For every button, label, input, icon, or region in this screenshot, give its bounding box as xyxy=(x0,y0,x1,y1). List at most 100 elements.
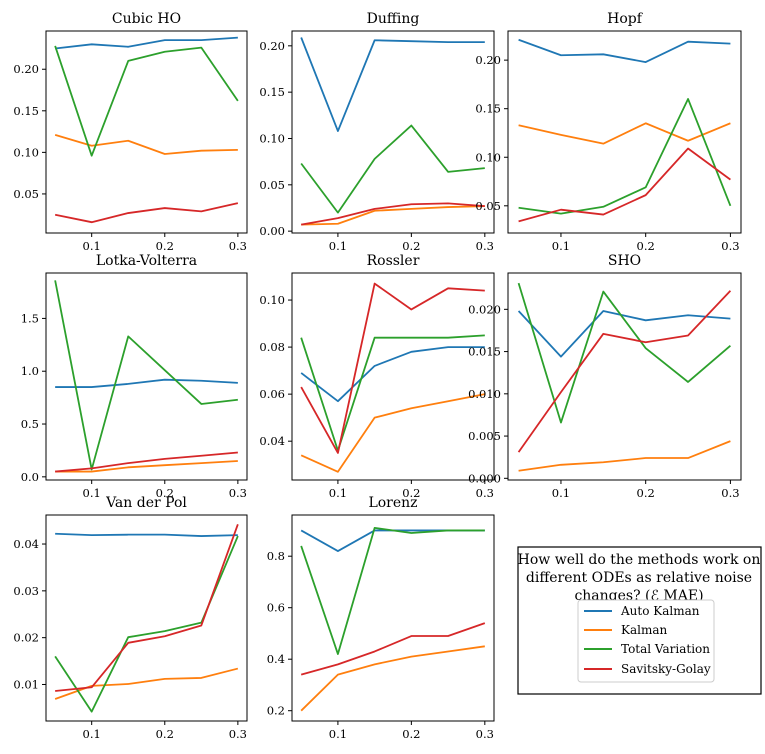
legend-title-line-1: How well do the methods work on xyxy=(518,552,761,568)
axes-frame-hopf xyxy=(507,30,742,234)
xtick-label-lotka-volterra-1: 0.2 xyxy=(156,486,174,500)
xtick-label-van-der-pol-0: 0.1 xyxy=(83,727,101,741)
ytick-label-rossler-2: 0.08 xyxy=(259,340,285,354)
line-lorenz-kalman xyxy=(300,645,485,712)
subplot-lotka-volterra: Lotka-Volterra 0.1 0.2 0.3 0.0 0.5 1.0 1.5 xyxy=(21,253,248,500)
line-rossler-kalman xyxy=(300,393,485,473)
ytick-label-lotka-volterra-2: 1.0 xyxy=(21,364,39,378)
legend-label-kalman: Kalman xyxy=(621,623,667,637)
xtick-label-rossler-2: 0.3 xyxy=(476,486,494,500)
axes-frame-sho xyxy=(507,272,742,481)
ytick-label-cubic-ho-2: 0.15 xyxy=(13,104,39,118)
xtick-label-duffing-2: 0.3 xyxy=(476,239,494,253)
line-duffing-total-variation xyxy=(300,124,485,214)
line-cubic-ho-savitsky-golay xyxy=(54,202,239,224)
line-sho-auto-kalman xyxy=(517,310,731,358)
line-sho-savitsky-golay xyxy=(517,290,732,453)
ytick-label-duffing-4: 0.20 xyxy=(259,39,285,53)
line-cubic-ho-auto-kalman xyxy=(55,36,238,50)
ytick-label-lorenz-2: 0.6 xyxy=(267,601,285,615)
ytick-label-van-der-pol-2: 0.03 xyxy=(13,584,39,598)
line-lorenz-total-variation xyxy=(300,526,485,655)
ytick-label-sho-4: 0.020 xyxy=(468,302,501,316)
xtick-label-van-der-pol-1: 0.2 xyxy=(156,727,174,741)
xtick-label-hopf-0: 0.1 xyxy=(552,239,570,253)
line-lorenz-savitsky-golay xyxy=(300,622,486,676)
ytick-label-duffing-1: 0.05 xyxy=(259,178,285,192)
xtick-label-cubic-ho-2: 0.3 xyxy=(229,239,247,253)
legend-entries-frame xyxy=(577,599,715,683)
ytick-label-lotka-volterra-1: 0.5 xyxy=(21,417,39,431)
subplot-title-van-der-pol: Van der Pol xyxy=(105,495,187,511)
axes-frame-van-der-pol xyxy=(45,514,248,722)
line-rossler-total-variation xyxy=(300,334,485,452)
line-hopf-savitsky-golay xyxy=(518,147,731,223)
line-sho-total-variation xyxy=(517,282,731,424)
line-van-der-pol-auto-kalman xyxy=(55,532,238,537)
xtick-label-duffing-0: 0.1 xyxy=(329,239,347,253)
xtick-label-rossler-0: 0.1 xyxy=(329,486,347,500)
xtick-label-cubic-ho-1: 0.2 xyxy=(156,239,174,253)
ytick-label-lotka-volterra-0: 0.0 xyxy=(21,470,39,484)
ytick-label-van-der-pol-3: 0.04 xyxy=(13,537,39,551)
xtick-label-sho-1: 0.2 xyxy=(637,486,655,500)
ytick-label-rossler-1: 0.06 xyxy=(259,387,285,401)
ytick-label-sho-2: 0.010 xyxy=(468,387,501,401)
ytick-label-lorenz-3: 0.8 xyxy=(267,549,285,563)
line-cubic-ho-kalman xyxy=(54,134,238,155)
ytick-label-duffing-0: 0.00 xyxy=(259,224,285,238)
ytick-label-van-der-pol-0: 0.01 xyxy=(13,677,39,691)
subplot-title-duffing: Duffing xyxy=(367,11,420,27)
subplot-title-rossler: Rossler xyxy=(367,253,420,269)
subplot-hopf: Hopf 0.1 0.2 0.3 0.05 0.10 0.15 0.20 xyxy=(475,11,742,253)
line-duffing-savitsky-golay xyxy=(301,202,485,226)
subplot-title-lorenz: Lorenz xyxy=(368,495,417,511)
ytick-label-van-der-pol-1: 0.02 xyxy=(13,631,39,645)
ytick-label-duffing-3: 0.15 xyxy=(259,85,285,99)
ytick-label-duffing-2: 0.10 xyxy=(259,131,285,145)
line-sho-kalman xyxy=(518,440,731,472)
subplot-title-cubic-ho: Cubic HO xyxy=(112,11,181,27)
ytick-label-cubic-ho-3: 0.20 xyxy=(13,62,39,76)
axes-frame-duffing xyxy=(291,30,495,234)
ytick-label-cubic-ho-0: 0.05 xyxy=(13,187,39,201)
legend-label-total-variation: Total Variation xyxy=(621,642,710,656)
xtick-label-lotka-volterra-0: 0.1 xyxy=(83,486,101,500)
axes-frame-lotka-volterra xyxy=(45,272,248,481)
subplot-title-lotka-volterra: Lotka-Volterra xyxy=(96,253,197,269)
axes-frame-rossler xyxy=(291,272,495,481)
line-cubic-ho-total-variation xyxy=(54,45,239,157)
line-van-der-pol-savitsky-golay xyxy=(55,524,239,692)
line-duffing-kalman xyxy=(301,205,485,226)
xtick-label-lorenz-2: 0.3 xyxy=(476,727,494,741)
subplot-title-sho: SHO xyxy=(608,253,641,269)
ytick-label-lorenz-1: 0.4 xyxy=(267,652,285,666)
xtick-label-cubic-ho-0: 0.1 xyxy=(83,239,101,253)
line-rossler-savitsky-golay xyxy=(300,282,485,454)
xtick-label-lorenz-1: 0.2 xyxy=(402,727,420,741)
ytick-label-hopf-0: 0.05 xyxy=(475,199,501,213)
subplot-cubic-ho: Cubic HO 0.1 0.2 0.3 0.05 0.10 0.15 0.20 xyxy=(13,11,248,253)
subplot-van-der-pol: Van der Pol 0.1 0.2 0.3 0.01 0.02 0.03 0.04 xyxy=(13,495,248,741)
xtick-label-sho-0: 0.1 xyxy=(552,486,570,500)
ytick-label-hopf-1: 0.10 xyxy=(475,150,501,164)
ytick-label-hopf-3: 0.20 xyxy=(475,53,501,67)
ytick-label-hopf-2: 0.15 xyxy=(475,102,501,116)
line-hopf-total-variation xyxy=(518,98,732,215)
ytick-label-rossler-0: 0.04 xyxy=(259,434,285,448)
subplot-rossler: Rossler 0.1 0.2 0.3 0.04 0.06 0.08 0.10 xyxy=(259,253,495,500)
legend-label-savitsky-golay: Savitsky-Golay xyxy=(621,662,711,676)
line-lotka-volterra-total-variation xyxy=(54,280,238,471)
legend-label-auto-kalman: Auto Kalman xyxy=(620,604,700,618)
ytick-label-sho-0: 0.000 xyxy=(468,471,501,485)
ytick-label-sho-3: 0.015 xyxy=(468,345,501,359)
xtick-label-lotka-volterra-2: 0.3 xyxy=(229,486,247,500)
xtick-label-rossler-1: 0.2 xyxy=(402,486,420,500)
line-hopf-kalman xyxy=(518,122,731,145)
subplot-duffing: Duffing 0.1 0.2 0.3 0.00 0.05 0.10 0.15 0.20 xyxy=(259,11,495,253)
ytick-label-rossler-3: 0.10 xyxy=(259,293,285,307)
axes-frame-lorenz xyxy=(291,514,495,722)
xtick-label-lorenz-0: 0.1 xyxy=(329,727,347,741)
